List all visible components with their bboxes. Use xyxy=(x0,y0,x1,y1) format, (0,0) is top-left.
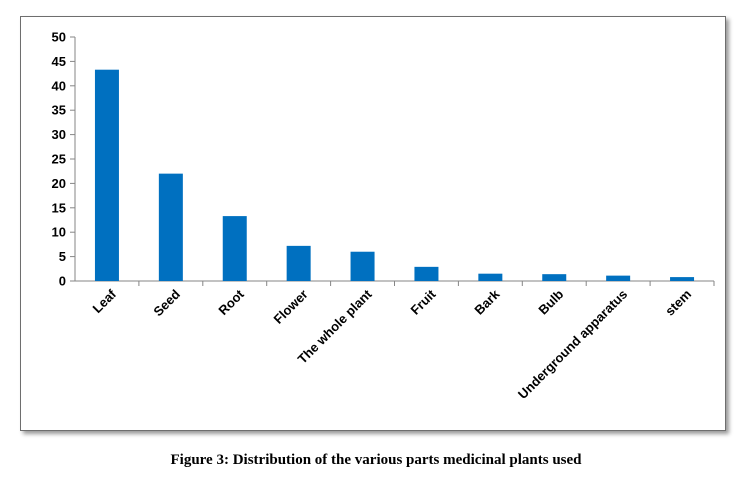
x-tick-label: Underground apparatus xyxy=(515,287,630,402)
x-tick-label: Seed xyxy=(150,286,183,319)
y-tick-label: 20 xyxy=(52,176,66,191)
figure-caption: Figure 3: Distribution of the various pa… xyxy=(170,452,582,468)
bar xyxy=(158,173,183,281)
bar xyxy=(542,274,567,281)
x-tick-label: Root xyxy=(215,286,247,318)
bar xyxy=(414,266,439,281)
y-tick-label: 5 xyxy=(59,249,66,264)
x-tick-label: stem xyxy=(662,287,694,319)
x-tick-label: Fruit xyxy=(408,286,440,318)
x-tick-label: Bulb xyxy=(535,286,566,317)
chart-frame xyxy=(20,16,726,431)
bar xyxy=(94,69,119,281)
y-tick-label: 15 xyxy=(52,200,66,215)
y-tick-label: 40 xyxy=(52,78,66,93)
x-tick-label: Leaf xyxy=(90,286,120,316)
bar xyxy=(222,216,247,281)
y-tick-label: 25 xyxy=(52,152,66,167)
bar xyxy=(670,277,695,281)
bar xyxy=(606,275,631,281)
bar xyxy=(350,251,375,281)
bar xyxy=(286,245,311,281)
y-tick-label: 45 xyxy=(52,54,66,69)
x-tick-label: Bark xyxy=(471,286,503,318)
y-tick-label: 10 xyxy=(52,225,66,240)
bar xyxy=(478,273,503,281)
y-tick-label: 30 xyxy=(52,127,66,142)
x-tick-label: Flower xyxy=(271,287,311,327)
y-tick-label: 0 xyxy=(59,274,66,289)
y-tick-label: 50 xyxy=(52,30,66,45)
y-tick-label: 35 xyxy=(52,103,66,118)
